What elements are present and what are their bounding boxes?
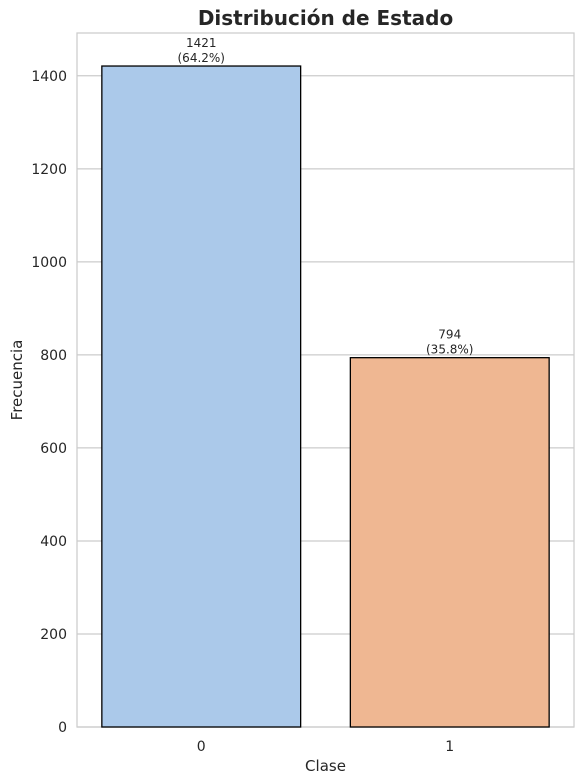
bars: [101, 65, 550, 728]
plot-frame: [76, 32, 575, 728]
chart-title: Distribución de Estado: [198, 6, 453, 30]
data-label-count: 1421: [186, 36, 217, 50]
y-tick-label: 600: [40, 441, 67, 457]
x-tick-label: 0: [197, 739, 206, 755]
data-label-percent: (35.8%): [426, 343, 473, 357]
data-labels: 1421(64.2%) 794(35.8%): [178, 36, 474, 357]
y-tick-label: 400: [40, 534, 67, 550]
y-tick-label: 0: [58, 720, 67, 736]
y-tick-label: 1400: [31, 69, 67, 85]
data-label-percent: (64.2%): [178, 51, 225, 65]
x-axis-label: Clase: [305, 757, 346, 775]
y-tick-label: 1200: [31, 162, 67, 178]
y-tick-label: 1000: [31, 255, 67, 271]
data-label-count: 794: [438, 328, 461, 342]
y-tick-label: 800: [40, 348, 67, 364]
x-tick-label: 1: [445, 739, 454, 755]
y-tick-labels: 0 200 400 600 800 1000 1200 1400: [31, 69, 67, 736]
bar-0: [101, 65, 302, 728]
y-tick-label: 200: [40, 627, 67, 643]
y-axis-label: Frecuencia: [8, 340, 26, 421]
bar-1: [349, 357, 550, 728]
